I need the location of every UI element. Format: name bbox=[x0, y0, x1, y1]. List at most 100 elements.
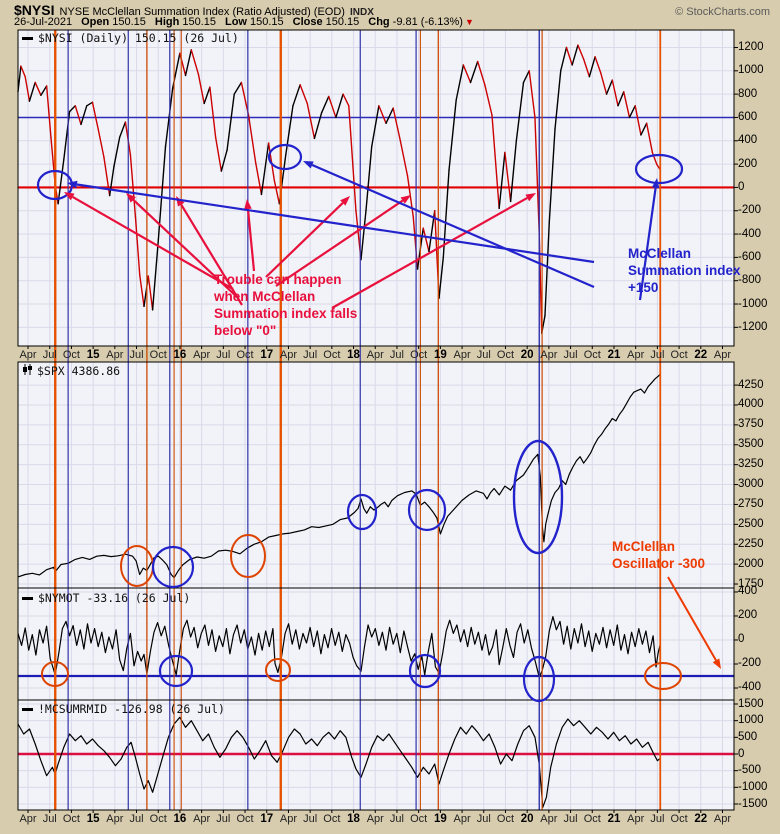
nysi-series-segment bbox=[462, 64, 472, 84]
nysi-series-segment bbox=[392, 107, 402, 142]
nysi-series-segment bbox=[151, 239, 160, 311]
exchange-label: INDX bbox=[349, 7, 374, 18]
annotation-arrowhead bbox=[67, 180, 78, 189]
annotation-arrowhead bbox=[303, 161, 314, 169]
x-tick-label: Jul bbox=[476, 813, 491, 825]
y-tick-label: -1200 bbox=[738, 320, 768, 333]
x-tick-label: 22 bbox=[694, 349, 708, 361]
nysi-series-segment bbox=[118, 121, 127, 138]
nysi-series-segment bbox=[399, 140, 409, 177]
x-tick-label: 15 bbox=[86, 813, 100, 825]
y-tick-label: 4000 bbox=[738, 398, 764, 411]
annotation-arrowhead bbox=[712, 658, 721, 669]
nysi-series-segment bbox=[385, 107, 394, 124]
nysi-series-segment bbox=[504, 151, 512, 203]
x-tick-label: Jul bbox=[389, 349, 404, 361]
x-tick-label: Jul bbox=[476, 349, 491, 361]
nysi-series-segment bbox=[554, 70, 562, 130]
x-tick-label: Apr bbox=[453, 349, 471, 361]
y-tick-label: 200 bbox=[738, 609, 758, 622]
x-tick-label: Apr bbox=[713, 813, 732, 825]
annotation-text-2: McClellan Oscillator -300 bbox=[612, 539, 706, 571]
nysi-legend: $NYSI (Daily) 150.15 (26 Jul) bbox=[22, 31, 239, 45]
x-tick-label: Oct bbox=[323, 349, 341, 361]
x-tick-label: Jul bbox=[129, 813, 144, 825]
annotation-arrowhead bbox=[525, 193, 536, 202]
x-tick-label: 19 bbox=[433, 349, 447, 361]
y-tick-label: 1000 bbox=[738, 64, 764, 77]
nysi-series-segment bbox=[273, 179, 281, 205]
x-tick-label: Apr bbox=[193, 813, 211, 825]
nysi-series-segment bbox=[448, 99, 457, 171]
y-tick-label: -1000 bbox=[738, 297, 768, 310]
nysi-series-segment bbox=[134, 215, 141, 276]
y-tick-label: 1750 bbox=[738, 577, 764, 590]
nysi-series-segment bbox=[582, 58, 591, 78]
x-tick-label: Apr bbox=[19, 349, 37, 361]
nysi-series-segment bbox=[534, 116, 540, 235]
chart-subheader: 26-Jul-2021 Open 150.15 High 150.15 Low 150.1… bbox=[14, 16, 770, 29]
annotation-arrow-line bbox=[638, 187, 657, 301]
x-tick-label: Apr bbox=[106, 349, 124, 361]
nysi-series-segment bbox=[306, 102, 316, 140]
mcsum-legend-line-swatch bbox=[22, 707, 33, 711]
nysi-series-segment bbox=[220, 149, 228, 172]
annotation-arrow-line bbox=[265, 202, 344, 278]
nysi-series-segment bbox=[320, 95, 330, 114]
nysi-series-segment bbox=[68, 105, 76, 113]
nysi-series-segment bbox=[34, 81, 42, 96]
copyright[interactable]: © StockCharts.com bbox=[675, 6, 770, 18]
spx-legend-label: $SPX 4386.86 bbox=[37, 364, 121, 378]
x-tick-label: Oct bbox=[323, 813, 341, 825]
annotation-circle bbox=[522, 655, 556, 703]
x-tick-label: Apr bbox=[366, 813, 384, 825]
mcsum-legend-label: !MCSUMRMID -126.98 (26 Jul) bbox=[38, 702, 225, 716]
nysi-series-segment bbox=[147, 275, 154, 311]
y-tick-label: -400 bbox=[738, 681, 762, 694]
x-tick-label: Apr bbox=[713, 349, 732, 361]
nysi-series-segment bbox=[233, 81, 243, 95]
nysi-series-segment bbox=[24, 75, 31, 102]
y-tick-label: -200 bbox=[738, 657, 762, 670]
annotation-arrowhead bbox=[244, 199, 252, 210]
x-tick-label: Jul bbox=[42, 813, 57, 825]
annotation-circle bbox=[407, 488, 447, 532]
annotation-circle bbox=[634, 153, 684, 185]
nysi-series-segment bbox=[190, 49, 200, 76]
symbol: $NYSI bbox=[14, 2, 55, 18]
nysi-series-segment bbox=[360, 210, 367, 261]
x-tick-label: Jul bbox=[303, 349, 318, 361]
x-tick-label: Jul bbox=[650, 813, 665, 825]
nysi-series-segment bbox=[313, 112, 323, 140]
quote-label-low: Low bbox=[224, 16, 247, 28]
nysi-legend-label: $NYSI (Daily) 150.15 (26 Jul) bbox=[38, 31, 239, 45]
nysi-series-segment bbox=[285, 105, 294, 156]
x-tick-label: Jul bbox=[216, 813, 231, 825]
x-tick-label: Apr bbox=[453, 813, 471, 825]
y-tick-label: 2250 bbox=[738, 537, 764, 550]
x-tick-label: Apr bbox=[627, 813, 645, 825]
annotation-arrow-line bbox=[72, 196, 234, 290]
nysi-series-segment bbox=[226, 93, 235, 151]
nysi-series-segment bbox=[143, 275, 150, 308]
annotation-circle bbox=[512, 439, 564, 555]
nymo-panel bbox=[18, 588, 734, 700]
y-tick-label: 2750 bbox=[738, 497, 764, 510]
y-tick-label: 1000 bbox=[738, 714, 764, 727]
nysi-series-segment bbox=[528, 70, 536, 119]
page-title: NYSE McClellan Summation Index (Ratio Ad… bbox=[59, 6, 345, 18]
quote-value-open: 150.15 bbox=[112, 16, 146, 28]
y-tick-label: 0 bbox=[738, 180, 745, 193]
x-tick-label: Oct bbox=[149, 349, 167, 361]
y-tick-label: 4250 bbox=[738, 378, 764, 391]
x-tick-label: Oct bbox=[62, 349, 80, 361]
x-tick-label: Oct bbox=[410, 349, 428, 361]
x-tick-label: 19 bbox=[433, 813, 447, 825]
nysi-series-segment bbox=[255, 162, 263, 196]
chart-header: $NYSI NYSE McClellan Summation Index (Ra… bbox=[14, 2, 770, 18]
x-tick-label: Jul bbox=[563, 349, 578, 361]
nysi-series-segment bbox=[108, 165, 115, 197]
quote-label-chg: Chg bbox=[368, 16, 390, 28]
